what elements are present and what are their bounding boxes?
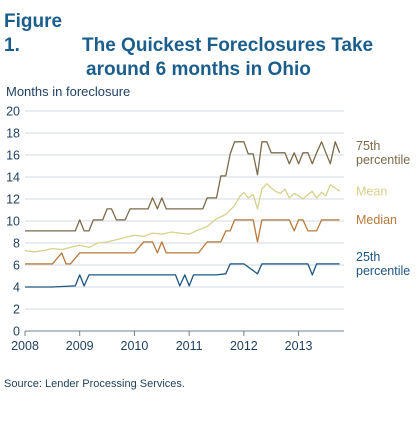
y-tick-label-0: 0 (13, 325, 20, 339)
chart-title: Figure 1. The Quickest Foreclosures Take … (4, 10, 414, 82)
y-tick-label-2: 2 (13, 303, 20, 317)
x-tick-label-2013: 2013 (285, 339, 313, 353)
axes: 0 2 4 6 8 10 12 14 16 18 20 2008 2009 2010 2011 2012 201… (6, 105, 344, 353)
y-tick-label-4: 4 (13, 281, 20, 295)
series-label-p75: 75th percentile (356, 139, 410, 167)
y-axis-label: Months in foreclosure (6, 84, 131, 99)
series-label-p25: 25th percentile (356, 250, 410, 278)
x-tick-label-2009: 2009 (66, 339, 94, 353)
x-tick-label-2008: 2008 (11, 339, 39, 353)
series-line-mean (24, 182, 340, 253)
y-tick-label-18: 18 (6, 127, 20, 141)
series-labels: 75th percentile Mean Median 25th percentile (356, 139, 410, 278)
y-tick-label-12: 12 (6, 193, 20, 207)
y-tick-label-20: 20 (6, 105, 20, 119)
y-tick-label-14: 14 (6, 171, 20, 185)
series-label-mean: Mean (356, 184, 387, 198)
series-label-median: Median (356, 213, 397, 227)
y-tick-label-8: 8 (13, 237, 20, 251)
x-tick-label-2012: 2012 (230, 339, 258, 353)
figure-label: Figure 1. (4, 11, 63, 56)
gridlines (25, 110, 344, 310)
series-line-p75 (25, 141, 341, 232)
series-lines (24, 141, 341, 288)
title-line-1: The Quickest Foreclosures Take (82, 35, 374, 56)
series-line-p25 (25, 263, 340, 288)
title-line-2: around 6 months in Ohio (86, 59, 311, 80)
y-tick-label-6: 6 (13, 259, 20, 273)
y-tick-label-16: 16 (6, 149, 20, 163)
x-tick-label-2011: 2011 (176, 339, 203, 353)
series-line-median (25, 219, 340, 265)
x-tick-label-2010: 2010 (121, 339, 149, 353)
y-tick-label-10: 10 (6, 215, 20, 229)
source-note: Source: Lender Processing Services. (4, 378, 185, 390)
